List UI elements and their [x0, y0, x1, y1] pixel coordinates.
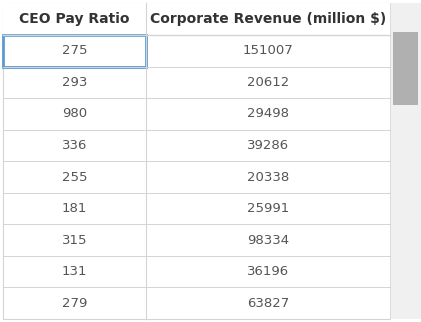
Text: 131: 131 [62, 265, 87, 278]
Text: 151007: 151007 [243, 44, 293, 57]
Text: 275: 275 [62, 44, 87, 57]
Text: 279: 279 [62, 297, 87, 310]
Text: 336: 336 [62, 139, 87, 152]
Bar [3, 35, 146, 67]
Text: 181: 181 [62, 202, 87, 215]
Text: 39286: 39286 [247, 139, 289, 152]
Text: 20612: 20612 [247, 76, 289, 89]
Bar [393, 32, 418, 105]
Text: 98334: 98334 [247, 234, 289, 247]
Text: CEO Pay Ratio: CEO Pay Ratio [19, 12, 130, 26]
Text: 36196: 36196 [247, 265, 289, 278]
Text: 20338: 20338 [247, 171, 289, 184]
Text: Corporate Revenue (million $): Corporate Revenue (million $) [150, 12, 386, 26]
Text: 63827: 63827 [247, 297, 289, 310]
Text: 25991: 25991 [247, 202, 289, 215]
Bar [3, 3, 390, 35]
Text: 980: 980 [62, 108, 87, 120]
Text: 29498: 29498 [247, 108, 289, 120]
Text: 255: 255 [62, 171, 87, 184]
Text: 293: 293 [62, 76, 87, 89]
Bar [390, 3, 421, 319]
Text: 315: 315 [62, 234, 87, 247]
